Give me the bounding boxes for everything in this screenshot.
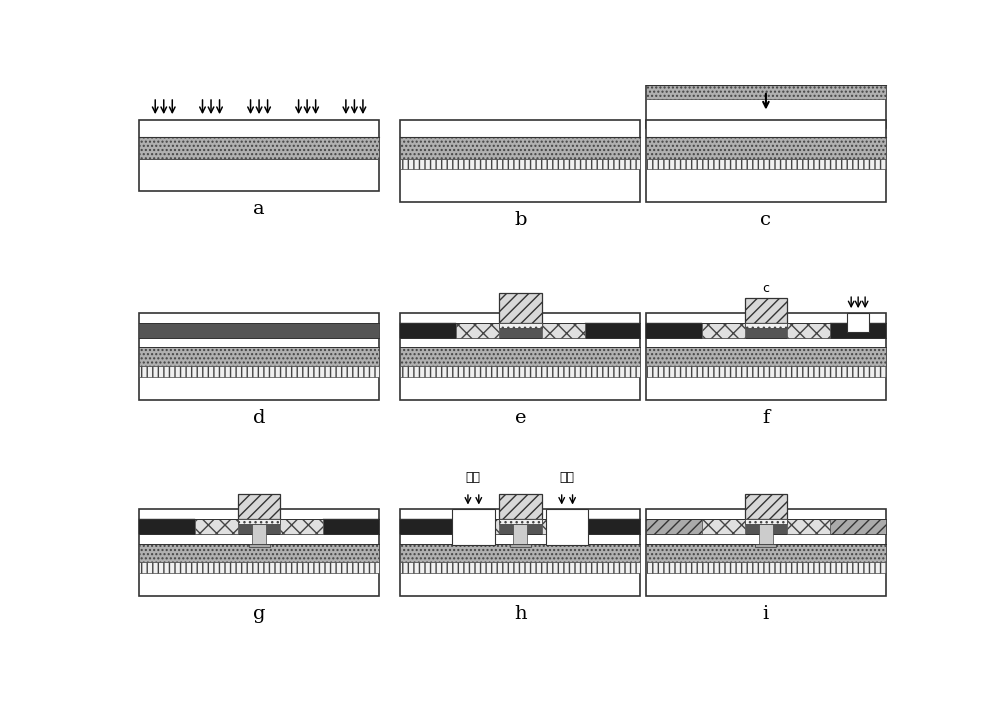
Bar [323, 519, 379, 534]
Bar [646, 347, 886, 366]
Bar [238, 519, 280, 525]
Text: d: d [253, 409, 265, 427]
Bar [646, 159, 886, 169]
Bar [139, 366, 379, 376]
Bar [139, 323, 379, 338]
Bar [280, 519, 323, 534]
Text: f: f [762, 409, 770, 427]
Bar [542, 323, 585, 338]
Bar [646, 313, 886, 400]
Bar [546, 509, 588, 545]
Bar [400, 159, 640, 169]
Bar [456, 519, 499, 534]
Bar [499, 519, 542, 525]
Bar [745, 323, 787, 328]
Bar [646, 519, 702, 534]
Bar [400, 313, 640, 400]
Bar [139, 120, 379, 191]
Bar [830, 323, 886, 338]
Bar [646, 366, 886, 376]
Bar [400, 366, 640, 376]
Bar [400, 323, 640, 338]
Bar [646, 137, 886, 159]
Bar [400, 120, 640, 202]
Bar [646, 544, 886, 562]
Bar [585, 519, 640, 534]
Bar [646, 120, 886, 202]
Bar [499, 323, 542, 328]
Bar [400, 519, 456, 534]
Bar [745, 519, 787, 525]
Bar [585, 323, 640, 338]
Bar [787, 519, 830, 534]
Bar [249, 544, 270, 547]
Bar [499, 323, 542, 328]
Text: e: e [514, 409, 526, 427]
Text: b: b [514, 211, 526, 229]
Bar [646, 519, 886, 534]
Bar [139, 544, 379, 562]
Bar [646, 82, 886, 128]
Bar [787, 323, 830, 338]
Bar [400, 509, 640, 596]
Bar [646, 85, 886, 100]
Text: c: c [762, 282, 769, 295]
Text: 刻蚀: 刻蚀 [466, 472, 481, 484]
Text: a: a [253, 201, 265, 218]
Bar [499, 292, 542, 323]
Bar [755, 544, 776, 547]
Text: 刻蚀: 刻蚀 [560, 472, 575, 484]
Bar [252, 525, 266, 544]
Bar [139, 562, 379, 573]
Bar [400, 544, 640, 562]
Bar [745, 494, 787, 519]
Bar [847, 313, 869, 332]
Bar [139, 347, 379, 366]
Bar [400, 519, 640, 534]
Bar [139, 519, 195, 534]
Text: c: c [760, 211, 771, 229]
Bar [139, 509, 379, 596]
Bar [400, 347, 640, 366]
Bar [513, 525, 527, 544]
Bar [702, 323, 745, 338]
Bar [830, 519, 886, 534]
Bar [456, 323, 499, 338]
Bar [510, 544, 531, 547]
Bar [646, 509, 886, 596]
Text: h: h [514, 605, 527, 623]
Bar [139, 137, 379, 159]
Bar [400, 137, 640, 159]
Bar [195, 519, 238, 534]
Bar [646, 562, 886, 573]
Bar [542, 519, 585, 534]
Bar [400, 323, 456, 338]
Bar [139, 519, 379, 534]
Text: i: i [763, 605, 769, 623]
Bar [400, 562, 640, 573]
Text: g: g [253, 605, 265, 623]
Bar [745, 298, 787, 323]
Bar [702, 519, 745, 534]
Bar [499, 494, 542, 519]
Bar [452, 509, 495, 545]
Bar [646, 323, 702, 338]
Bar [139, 313, 379, 400]
Bar [646, 323, 886, 338]
Bar [139, 137, 379, 159]
Bar [759, 525, 773, 544]
Bar [238, 494, 280, 519]
